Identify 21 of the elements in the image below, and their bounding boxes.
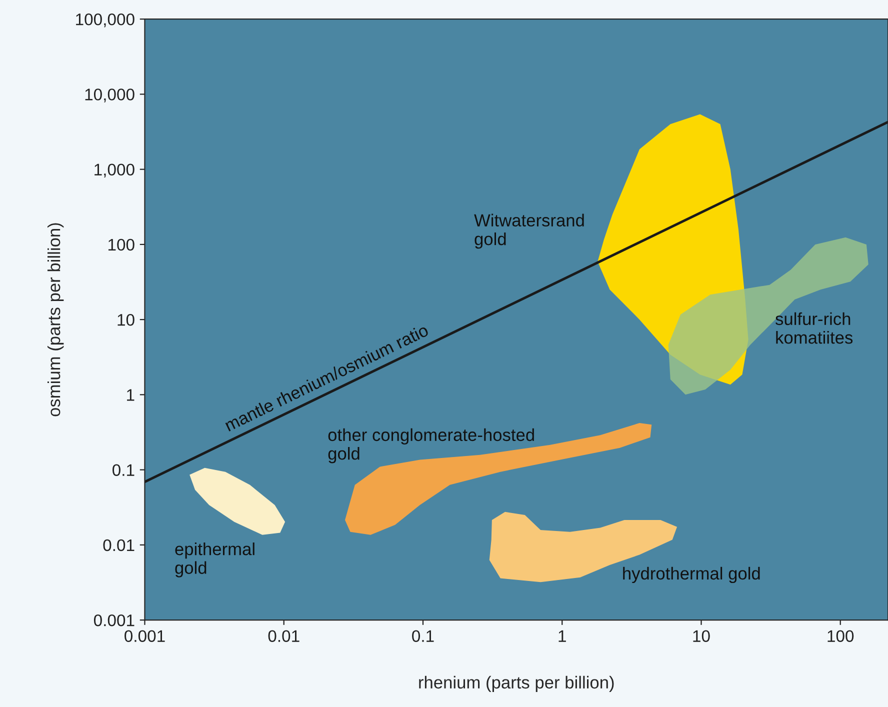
series-label: sulfur-rich komatiites [776,312,853,344]
x-tick-label: 10 [693,630,710,642]
y-tick-label: 1 [127,389,134,401]
y-tick-label: 1,000 [94,164,134,178]
y-tick-label: 0.1 [112,464,134,476]
series-label: Witwatersrand gold [474,214,584,249]
y-tick-label: 100,000 [76,13,134,28]
x-tick-label: 1 [558,630,566,642]
x-tick-label: 0.1 [412,630,434,642]
series-label: hydrothermal gold [623,566,760,584]
series-label: other conglomerate-hosted gold [328,428,534,464]
y-tick-label: 0.001 [94,614,134,626]
series-label: epithermal gold [175,542,254,578]
x-tick-label: 100 [828,630,854,642]
x-axis-title: rhenium (parts per billion) [419,676,614,692]
y-tick-label: 10 [118,314,134,326]
y-tick-label: 100 [108,238,134,251]
y-tick-label: 10,000 [85,88,134,102]
y-tick-label: 0.01 [103,539,134,552]
x-tick-label: 0.01 [268,630,300,642]
y-axis-title: osmium (parts per billion) [47,223,64,416]
